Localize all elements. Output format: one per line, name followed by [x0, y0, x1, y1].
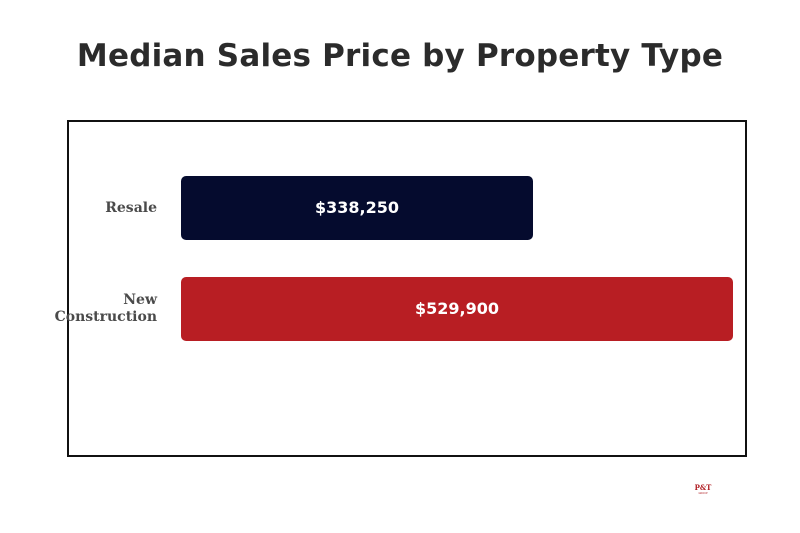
logo-subtext: GROUP [698, 492, 708, 495]
bar-2 [181, 277, 733, 341]
category-label: New Construction [54, 292, 157, 325]
bar-1 [181, 176, 533, 240]
logo-mark: P&T [694, 483, 712, 492]
plot-area [67, 120, 747, 457]
chart-title: Median Sales Price by Property Type [76, 38, 724, 74]
category-label: Resale [105, 199, 157, 216]
bar-value-label: $529,900 [414, 299, 500, 318]
bar-value-label: $338,250 [314, 198, 400, 217]
brand-logo: P&T GROUP [688, 484, 718, 498]
